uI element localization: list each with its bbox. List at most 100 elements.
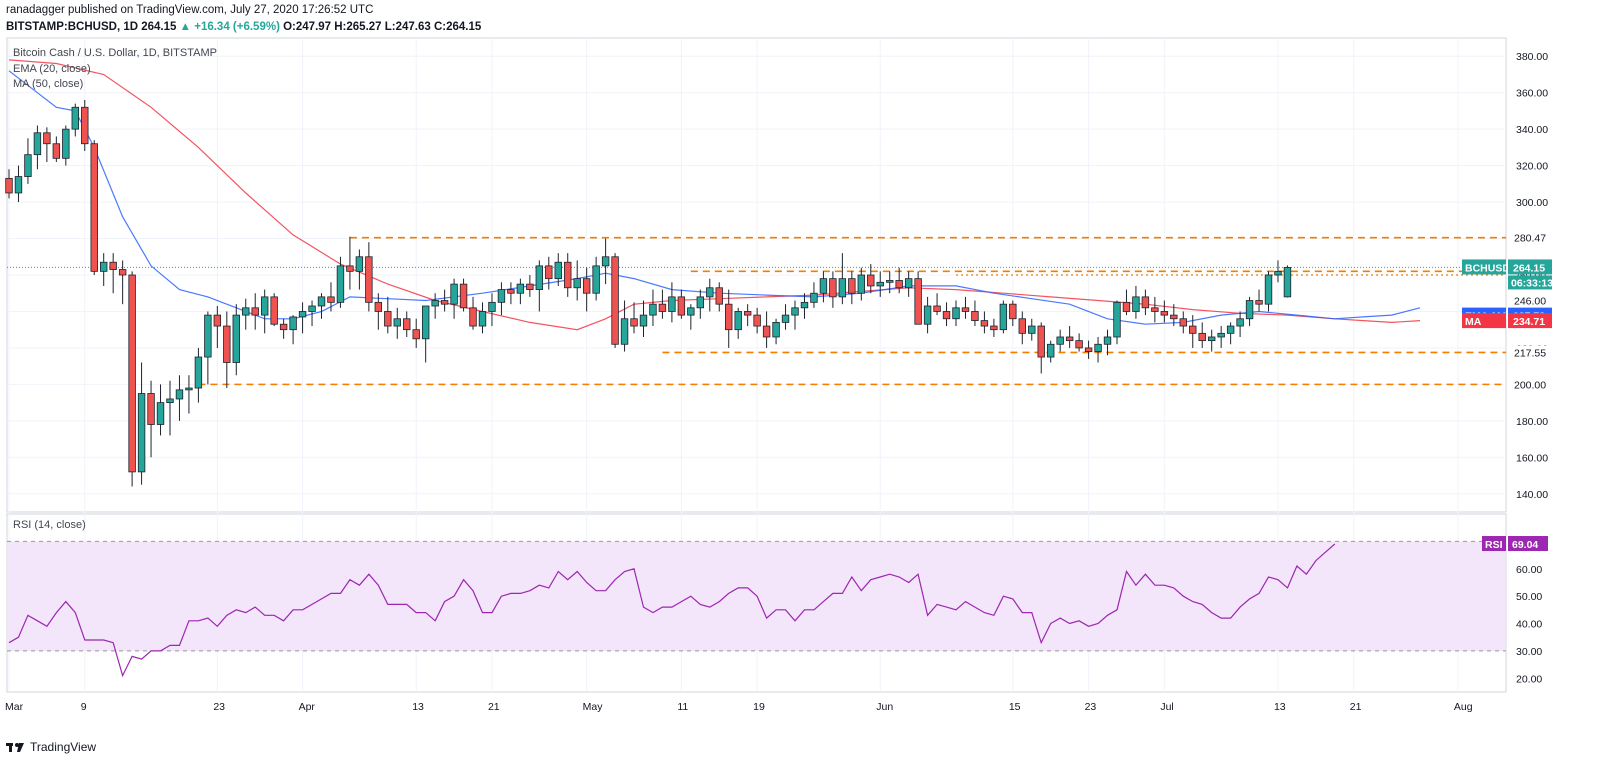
candle[interactable] — [1207, 336, 1216, 342]
candle[interactable] — [289, 316, 297, 331]
candle[interactable] — [384, 311, 392, 327]
candle[interactable] — [1217, 332, 1225, 338]
candle[interactable] — [923, 305, 932, 325]
candle[interactable] — [346, 265, 354, 272]
candle[interactable] — [421, 305, 430, 340]
candle[interactable] — [1094, 343, 1102, 352]
candle[interactable] — [573, 278, 581, 289]
candle[interactable] — [601, 256, 610, 267]
candle[interactable] — [592, 265, 600, 294]
candle[interactable] — [867, 274, 875, 287]
candle[interactable] — [194, 356, 203, 389]
candle[interactable] — [1065, 336, 1074, 342]
candle[interactable] — [156, 402, 165, 425]
candle[interactable] — [260, 296, 269, 316]
candle[interactable] — [213, 314, 222, 327]
candle[interactable] — [1113, 301, 1121, 338]
candle[interactable] — [469, 307, 477, 327]
candle[interactable] — [611, 256, 619, 345]
candle[interactable] — [1028, 325, 1036, 334]
candle[interactable] — [838, 278, 847, 298]
candle[interactable] — [876, 281, 884, 287]
candle[interactable] — [516, 283, 525, 294]
candle[interactable] — [1047, 343, 1055, 358]
candle[interactable] — [137, 393, 146, 473]
candle[interactable] — [1236, 318, 1244, 327]
candle[interactable] — [1226, 325, 1235, 334]
candle[interactable] — [1189, 325, 1197, 334]
candle[interactable] — [791, 307, 799, 316]
candle[interactable] — [14, 176, 23, 194]
candle[interactable] — [1009, 303, 1017, 320]
candle[interactable] — [90, 143, 98, 272]
candle[interactable] — [412, 329, 420, 340]
candle[interactable] — [810, 292, 818, 303]
candle[interactable] — [914, 278, 922, 325]
candle[interactable] — [971, 311, 979, 321]
candle[interactable] — [71, 106, 79, 130]
candle[interactable] — [904, 278, 913, 289]
candle[interactable] — [109, 261, 117, 270]
candle[interactable] — [762, 325, 771, 338]
candle[interactable] — [336, 265, 345, 303]
candle[interactable] — [507, 289, 515, 294]
candle[interactable] — [81, 106, 89, 145]
candle[interactable] — [952, 307, 960, 320]
candle[interactable] — [781, 314, 790, 323]
candle[interactable] — [857, 274, 865, 294]
candle[interactable] — [223, 325, 231, 363]
candle[interactable] — [440, 300, 449, 305]
candle[interactable] — [800, 301, 809, 309]
candle[interactable] — [829, 278, 837, 298]
candle[interactable] — [459, 283, 468, 309]
candle[interactable] — [554, 261, 562, 280]
candle[interactable] — [242, 307, 250, 316]
candle[interactable] — [1141, 296, 1150, 309]
candle[interactable] — [204, 314, 212, 358]
candle[interactable] — [1056, 336, 1064, 345]
candle[interactable] — [1255, 300, 1263, 305]
candle[interactable] — [33, 132, 42, 156]
candle[interactable] — [308, 305, 316, 312]
candle[interactable] — [819, 278, 828, 294]
candle[interactable] — [961, 307, 970, 312]
candle[interactable] — [942, 311, 951, 320]
candle[interactable] — [1018, 318, 1026, 334]
candle[interactable] — [251, 307, 259, 316]
candle[interactable] — [1132, 296, 1140, 312]
candle[interactable] — [848, 278, 856, 294]
candle[interactable] — [1103, 336, 1112, 345]
candle[interactable] — [298, 311, 307, 318]
candle[interactable] — [52, 143, 61, 159]
candle[interactable] — [734, 311, 742, 331]
candle[interactable] — [43, 132, 51, 145]
candle[interactable] — [639, 314, 648, 327]
candle[interactable] — [478, 311, 487, 327]
candle[interactable] — [1245, 300, 1254, 320]
candle[interactable] — [1037, 325, 1045, 358]
candle[interactable] — [1274, 270, 1282, 276]
candle[interactable] — [620, 318, 629, 345]
candle[interactable] — [24, 154, 32, 177]
candle[interactable] — [365, 256, 373, 303]
candle[interactable] — [706, 287, 714, 298]
candle[interactable] — [999, 303, 1008, 331]
candle[interactable] — [677, 296, 686, 316]
candle[interactable] — [1264, 274, 1273, 305]
candle[interactable] — [1160, 311, 1169, 316]
candle[interactable] — [696, 296, 705, 309]
candle[interactable] — [118, 269, 127, 276]
candle[interactable] — [933, 305, 941, 312]
candle[interactable] — [895, 280, 903, 289]
candle[interactable] — [317, 296, 326, 307]
candle[interactable] — [185, 387, 193, 391]
candle[interactable] — [393, 318, 401, 327]
candle[interactable] — [753, 314, 761, 327]
candle[interactable] — [1283, 267, 1292, 298]
candle[interactable] — [772, 321, 780, 338]
candle[interactable] — [1170, 314, 1178, 320]
candle[interactable] — [450, 283, 458, 305]
candle[interactable] — [1122, 301, 1131, 312]
candle[interactable] — [166, 398, 174, 404]
